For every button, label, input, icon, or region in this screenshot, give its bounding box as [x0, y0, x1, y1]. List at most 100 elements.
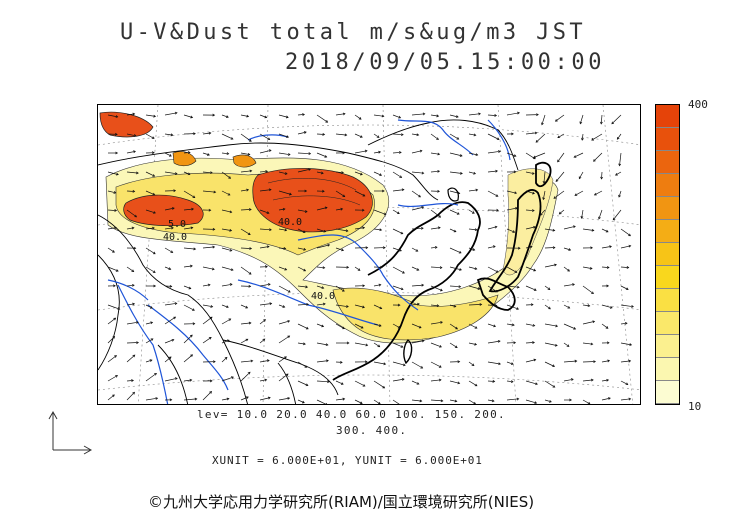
wind-arrowhead	[250, 359, 254, 363]
wind-arrow	[449, 285, 461, 288]
wind-arrowhead	[400, 231, 404, 235]
wind-arrow	[297, 152, 311, 155]
wind-arrow	[557, 152, 565, 163]
wind-arrowhead	[591, 228, 595, 232]
wind-arrowhead	[591, 138, 594, 141]
wind-arrowhead	[454, 345, 458, 348]
legend-max-label: 400	[688, 98, 708, 111]
wind-arrow	[430, 114, 439, 117]
wind-arrow	[411, 361, 423, 369]
wind-arrow	[335, 380, 344, 385]
wind-arrowhead	[606, 341, 610, 345]
wind-arrowhead	[208, 208, 212, 212]
wind-arrow	[525, 285, 537, 291]
wind-arrowhead	[541, 122, 544, 126]
wind-arrowhead	[471, 363, 475, 367]
wind-arrow	[411, 323, 422, 329]
wind-arrowhead	[606, 284, 610, 288]
wind-arrow	[525, 132, 537, 135]
wind-arrowhead	[514, 191, 518, 195]
wind-arrowhead	[112, 394, 115, 398]
wind-arrow	[297, 114, 305, 116]
wind-arrowhead	[230, 137, 234, 140]
wind-arrow	[183, 190, 195, 198]
wind-arrow	[430, 170, 440, 173]
wind-arrow	[392, 266, 405, 274]
wind-arrowhead	[340, 207, 344, 211]
wind-arrow	[506, 323, 515, 326]
wind-arrowhead	[131, 283, 135, 287]
wind-arrow	[468, 304, 482, 306]
wind-arrow	[126, 354, 136, 363]
wind-arrowhead	[379, 306, 383, 310]
wind-arrowhead	[248, 284, 252, 288]
wind-arrowhead	[494, 114, 498, 117]
wind-arrowhead	[437, 189, 440, 193]
wind-arrow	[297, 266, 306, 272]
wind-arrow	[582, 321, 595, 325]
wind-arrow	[525, 399, 537, 404]
wind-arrowhead	[321, 286, 325, 290]
wind-arrow	[107, 247, 115, 253]
wind-arrow	[221, 357, 228, 363]
wind-arrow	[430, 266, 442, 269]
wind-arrowhead	[362, 284, 366, 288]
wind-arrowhead	[531, 209, 535, 212]
wind-arrowhead	[305, 383, 309, 387]
wind-arrowhead	[557, 135, 561, 139]
wind-arrow	[620, 285, 629, 290]
coastlines	[98, 119, 552, 404]
wind-arrowhead	[421, 339, 425, 343]
wind-arrowhead	[516, 285, 520, 289]
wind-arrowhead	[625, 382, 629, 386]
wind-arrow	[487, 304, 497, 306]
wind-arrow	[335, 133, 347, 136]
wind-arrowhead	[496, 208, 499, 212]
wind-arrowhead	[282, 305, 286, 308]
wind-arrowhead	[342, 151, 346, 155]
wind-arrowhead	[511, 323, 515, 327]
wind-arrowhead	[422, 112, 426, 116]
legend-color-step	[656, 243, 679, 266]
wind-arrow	[620, 304, 634, 308]
wind-arrow	[563, 342, 570, 347]
wind-arrow	[240, 266, 252, 275]
wind-arrow	[620, 322, 628, 325]
wind-arrowhead	[325, 402, 328, 404]
wind-arrowhead	[439, 288, 443, 292]
wind-arrow	[544, 323, 558, 327]
wind-arrowhead	[579, 121, 583, 125]
wind-arrowhead	[303, 131, 307, 134]
wind-arrowhead	[226, 152, 230, 156]
wind-arrow	[449, 342, 458, 348]
wind-arrow	[468, 133, 476, 136]
wind-arrowhead	[455, 115, 459, 118]
wind-arrowhead	[210, 171, 213, 175]
wind-arrowhead	[132, 112, 136, 116]
wind-arrowhead	[284, 228, 288, 232]
wind-arrow	[297, 342, 306, 345]
wind-arrow	[107, 266, 119, 272]
wind-arrowhead	[287, 290, 291, 293]
wind-arrow	[278, 190, 292, 195]
wind-arrow	[506, 190, 517, 194]
wind-arrowhead	[287, 153, 291, 156]
wind-arrowhead	[618, 194, 621, 198]
wind-arrowhead	[493, 324, 497, 328]
wind-arrow	[259, 246, 270, 249]
wind-vectors	[107, 111, 634, 404]
wind-arrow	[183, 354, 193, 363]
wind-arrowhead	[438, 214, 442, 218]
wind-arrowhead	[132, 302, 136, 306]
wind-arrow	[297, 247, 306, 251]
wind-arrow	[164, 247, 173, 253]
wind-arrowhead	[112, 250, 115, 253]
wind-arrowhead	[174, 172, 178, 176]
wind-arrowhead	[552, 385, 556, 388]
wind-arrowhead	[381, 114, 385, 118]
wind-arrowhead	[416, 268, 420, 271]
wind-arrowhead	[287, 335, 291, 339]
wind-arrowhead	[591, 291, 594, 295]
wind-arrow	[525, 190, 535, 194]
wind-arrowhead	[193, 132, 196, 136]
